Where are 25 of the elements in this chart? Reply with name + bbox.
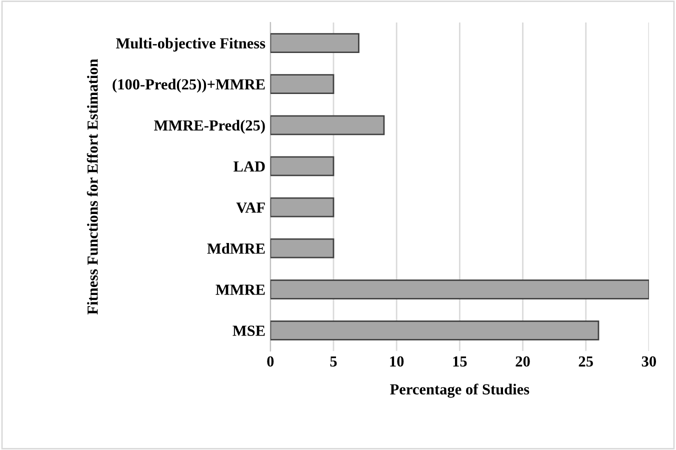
y-tick-label: VAF (236, 202, 265, 213)
bar (270, 238, 334, 258)
bar (270, 156, 334, 176)
bar (270, 33, 360, 53)
x-tick-label: 10 (390, 356, 404, 367)
x-tick-label: 20 (516, 356, 530, 367)
bar (270, 115, 385, 136)
x-tick-label: 0 (267, 356, 274, 367)
bar (270, 197, 334, 218)
y-axis-title: Fitness Functions for Effort Estimation (86, 58, 98, 315)
x-tick-label: 25 (578, 356, 593, 367)
x-tick-label: 5 (330, 356, 337, 367)
x-axis-title: Percentage of Studies (390, 384, 530, 398)
x-tick-label: 30 (642, 356, 656, 367)
bar (270, 74, 334, 94)
x-tick-label: 15 (453, 356, 467, 367)
bar (270, 279, 649, 300)
bar (270, 320, 600, 340)
y-tick-label: MdMRE (207, 243, 265, 254)
y-tick-label: LAD (234, 161, 265, 172)
y-tick-label: MSE (232, 326, 265, 336)
y-tick-label: Multi-objective Fitness (116, 38, 266, 52)
y-tick-label: MMRE (216, 284, 265, 295)
y-tick-label: MMRE-Pred(25) (154, 120, 265, 134)
y-tick-label: (100-Pred(25))+MMRE (112, 78, 265, 93)
